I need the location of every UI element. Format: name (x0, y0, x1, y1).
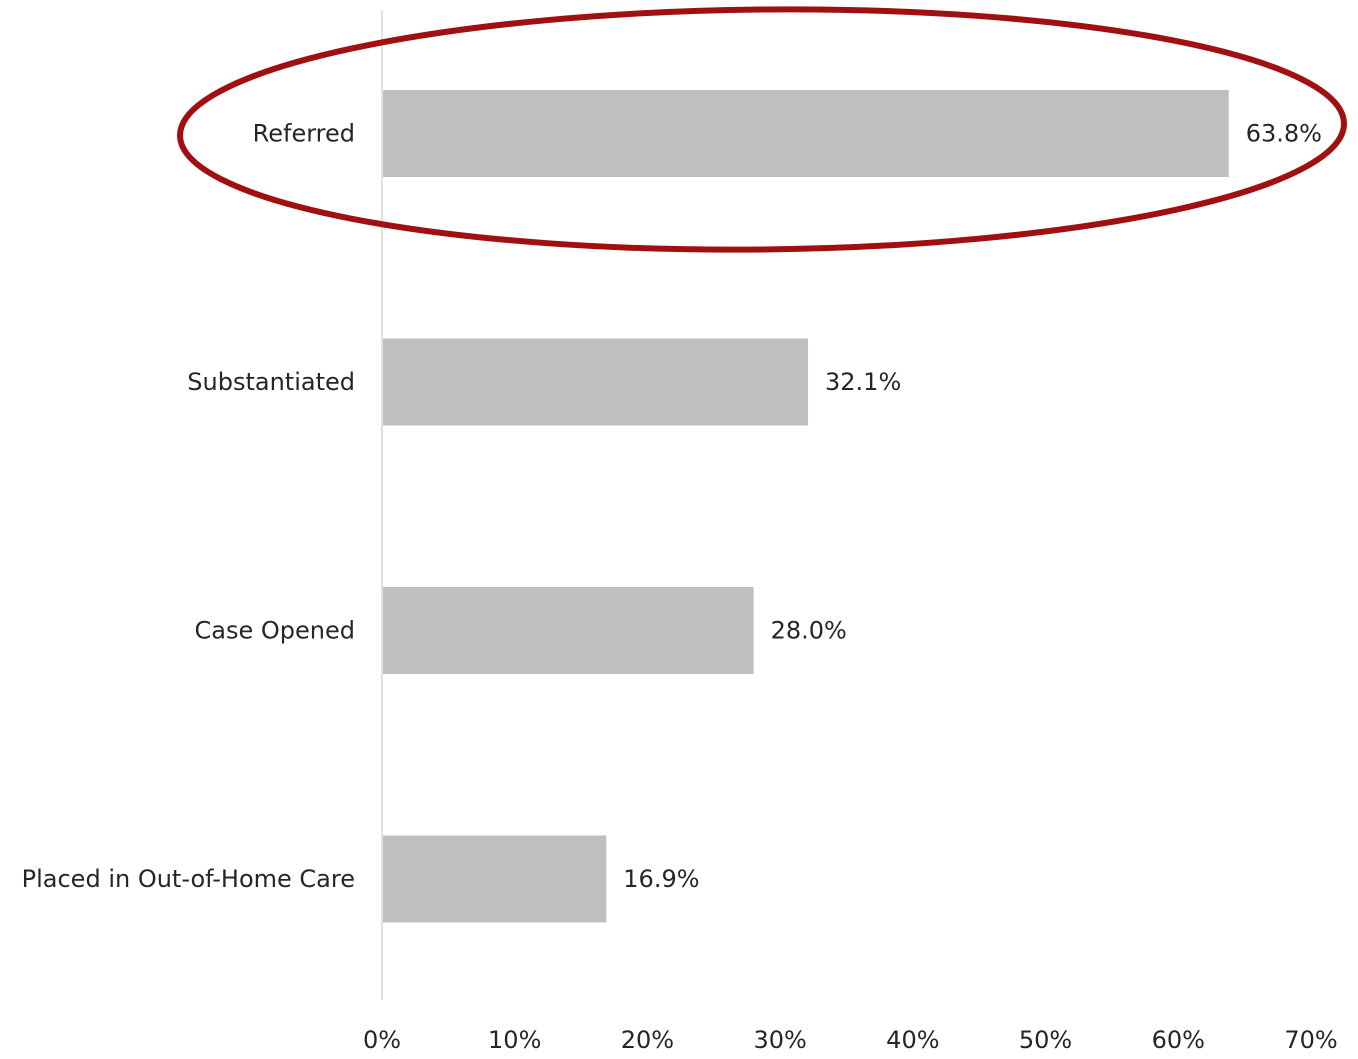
category-label-1: Substantiated (187, 368, 355, 396)
category-labels: Referred Substantiated Case Opened Placed i… (22, 120, 355, 894)
tick-label-2: 20% (621, 1026, 674, 1054)
category-label-0: Referred (253, 120, 355, 148)
bar-0 (383, 90, 1229, 177)
tick-label-1: 10% (488, 1026, 541, 1054)
tick-label-7: 70% (1284, 1026, 1337, 1054)
value-label-3: 16.9% (623, 865, 699, 893)
bar-2 (383, 587, 754, 674)
x-axis-tick-labels: 0% 10% 20% 30% 40% 50% 60% 70% (363, 1026, 1338, 1054)
tick-label-6: 60% (1152, 1026, 1205, 1054)
bar-3 (383, 835, 607, 923)
value-label-0: 63.8% (1246, 120, 1322, 148)
value-label-1: 32.1% (825, 368, 901, 396)
category-label-2: Case Opened (195, 617, 355, 645)
value-labels: 63.8% 32.1% 28.0% 16.9% (623, 120, 1322, 894)
highlight-ellipse (177, 6, 1347, 253)
tick-label-5: 50% (1019, 1026, 1072, 1054)
category-label-3: Placed in Out-of-Home Care (22, 865, 355, 893)
bar-1 (383, 338, 809, 426)
value-label-2: 28.0% (771, 617, 847, 645)
bars-group (383, 90, 1229, 923)
tick-label-4: 40% (886, 1026, 939, 1054)
tick-label-0: 0% (363, 1026, 401, 1054)
tick-label-3: 30% (753, 1026, 806, 1054)
